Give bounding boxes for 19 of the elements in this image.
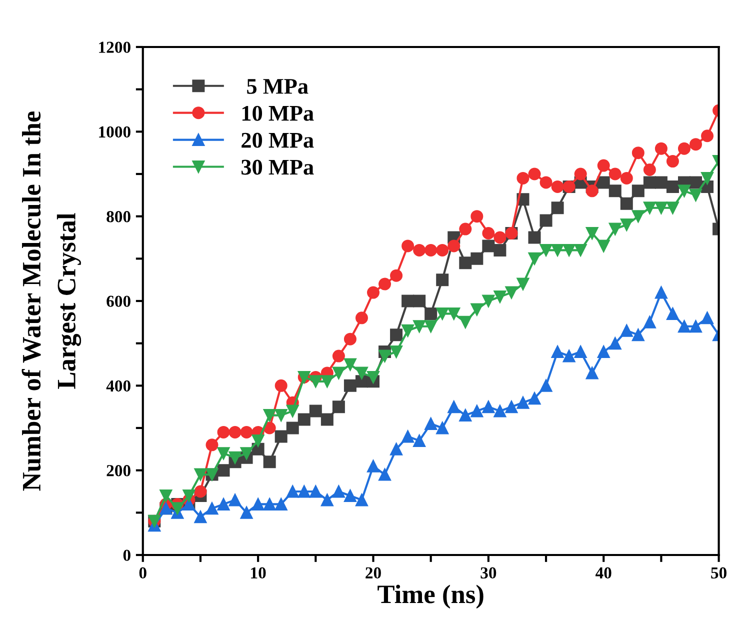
y-tick-label: 0 xyxy=(123,550,130,561)
legend-label: 20 MPa xyxy=(242,132,314,148)
x-tick-label: 20 xyxy=(366,567,381,579)
y-tick-label: 1200 xyxy=(99,42,130,53)
legend-label: 30 MPa xyxy=(242,160,314,175)
x-tick-label: 50 xyxy=(711,567,726,579)
y-tick-label: 1000 xyxy=(99,126,130,138)
y-tick-label: 200 xyxy=(106,465,130,476)
x-tick-label: 0 xyxy=(139,567,146,579)
y-tick-label: 800 xyxy=(106,211,130,222)
legend-label: 10 MPa xyxy=(242,106,314,121)
y-axis-title: Number of Water Molecule In the Largest Crystal xyxy=(22,111,82,491)
legend-label: 5 MPa xyxy=(247,79,308,94)
y-tick-label: 600 xyxy=(106,296,130,307)
x-tick-label: 10 xyxy=(251,567,266,579)
x-axis-title: Time (ns) xyxy=(378,584,484,609)
x-tick-label: 30 xyxy=(480,567,496,579)
x-tick-label: 40 xyxy=(596,567,612,579)
y-tick-label: 400 xyxy=(106,380,130,392)
